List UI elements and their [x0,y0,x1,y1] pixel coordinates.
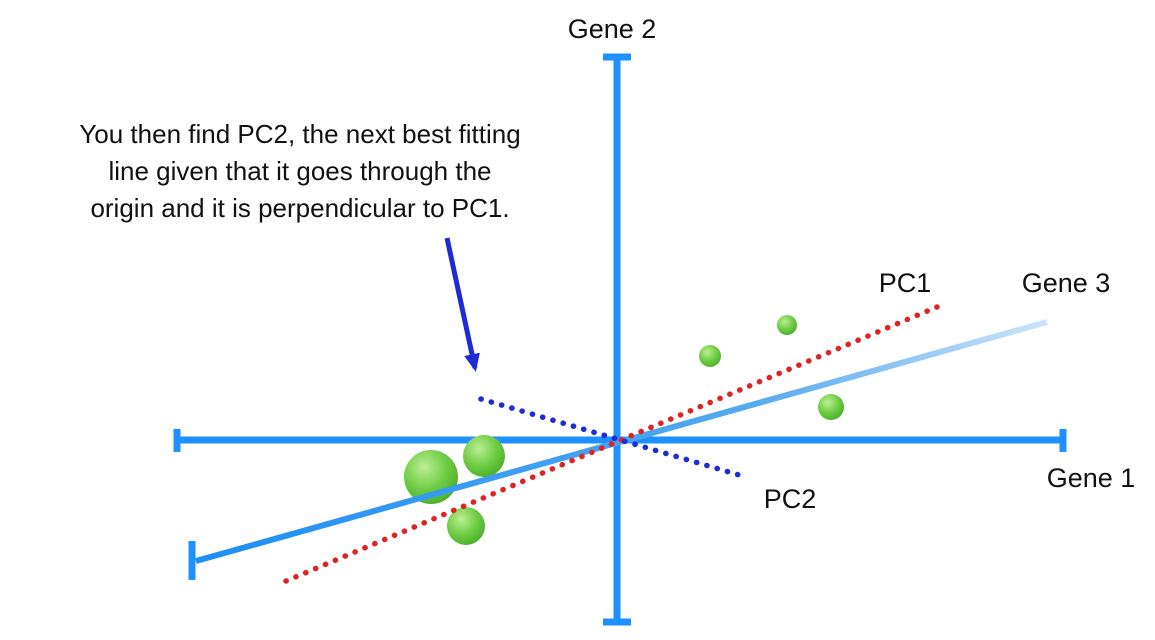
annotation-text: You then find PC2, the next best fitting… [20,116,580,227]
annotation-line-1: You then find PC2, the next best fitting [79,119,521,149]
data-point [777,315,797,335]
pc2-dotted-line [478,396,749,480]
data-point [699,345,721,367]
gene1-label: Gene 1 [1047,463,1136,493]
data-point [447,507,485,545]
gene2-label: Gene 2 [568,14,657,44]
annotation-arrow [444,237,480,372]
data-point [818,394,844,420]
pc1-label: PC1 [879,268,932,298]
annotation-line-2: line given that it goes through the [108,156,492,186]
data-point [463,435,505,477]
pc2-label: PC2 [764,484,817,514]
gene3-label: Gene 3 [1022,268,1111,298]
pc1-dotted-line [283,304,940,584]
annotation-line-3: origin and it is perpendicular to PC1. [90,193,510,223]
